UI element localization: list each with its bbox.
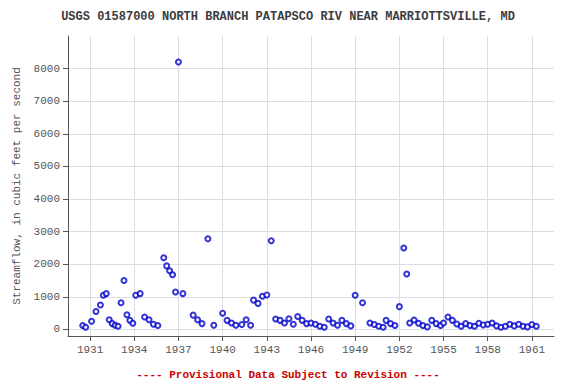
svg-text:1934: 1934 — [121, 344, 148, 356]
svg-text:USGS 01587000 NORTH BRANCH PAT: USGS 01587000 NORTH BRANCH PATAPSCO RIV … — [61, 10, 515, 24]
svg-text:1943: 1943 — [254, 344, 280, 356]
svg-text:Streamflow, in cubic feet per: Streamflow, in cubic feet per second — [11, 67, 23, 305]
svg-text:6000: 6000 — [34, 128, 60, 140]
svg-text:1955: 1955 — [430, 344, 456, 356]
svg-text:1940: 1940 — [209, 344, 235, 356]
svg-text:3000: 3000 — [34, 226, 60, 238]
svg-text:1931: 1931 — [77, 344, 104, 356]
svg-text:4000: 4000 — [34, 193, 60, 205]
svg-text:---- Provisional Data Subject: ---- Provisional Data Subject to Revisio… — [136, 369, 440, 381]
svg-text:1937: 1937 — [165, 344, 191, 356]
svg-text:5000: 5000 — [34, 160, 60, 172]
svg-text:8000: 8000 — [34, 63, 60, 75]
svg-text:1000: 1000 — [34, 291, 60, 303]
svg-text:7000: 7000 — [34, 95, 60, 107]
svg-text:1952: 1952 — [386, 344, 412, 356]
svg-text:0: 0 — [53, 323, 60, 335]
svg-text:1946: 1946 — [298, 344, 324, 356]
svg-text:1958: 1958 — [475, 344, 501, 356]
svg-text:2000: 2000 — [34, 258, 60, 270]
svg-text:1949: 1949 — [342, 344, 368, 356]
svg-text:1961: 1961 — [519, 344, 546, 356]
